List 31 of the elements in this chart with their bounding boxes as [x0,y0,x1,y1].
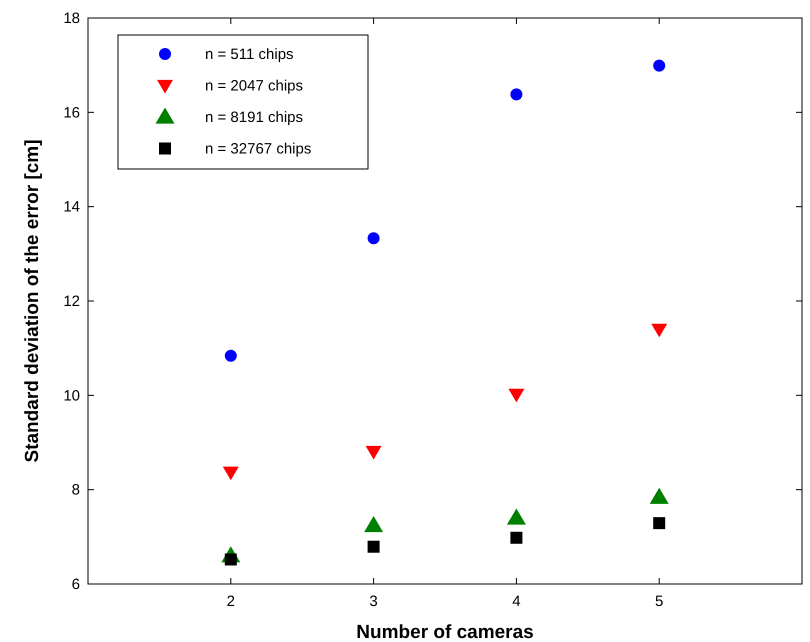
point [222,466,239,480]
point [364,516,384,532]
y-tick-label: 12 [63,293,80,310]
y-tick-label: 10 [63,387,80,404]
point [366,446,382,460]
point [651,324,668,338]
legend-label: n = 511 chips [205,46,294,63]
x-tick-label: 5 [655,593,664,610]
legend-label: n = 2047 chips [205,78,303,94]
legend-label: n = 32767 chips [205,140,312,158]
x-tick-label: 4 [512,593,521,610]
point [368,232,380,244]
point [224,350,237,362]
y-tick-label: 6 [72,576,80,593]
x-tick-label: 2 [226,593,235,610]
point [653,517,666,530]
y-tick-label: 16 [63,104,80,122]
point [510,532,522,544]
y-tick-label: 8 [72,482,80,499]
x-axis-title: Number of cameras [356,622,534,642]
point [510,88,522,100]
point [653,60,666,72]
point [650,488,669,504]
point [368,540,380,553]
y-axis-title: Standard deviation of the error [cm] [22,139,43,463]
y-tick-label: 18 [63,10,80,27]
point [508,388,524,402]
legend-label: n = 8191 chips [205,109,303,126]
y-tick-label: 14 [63,198,80,216]
x-tick-label: 3 [369,593,378,610]
point [506,508,526,525]
